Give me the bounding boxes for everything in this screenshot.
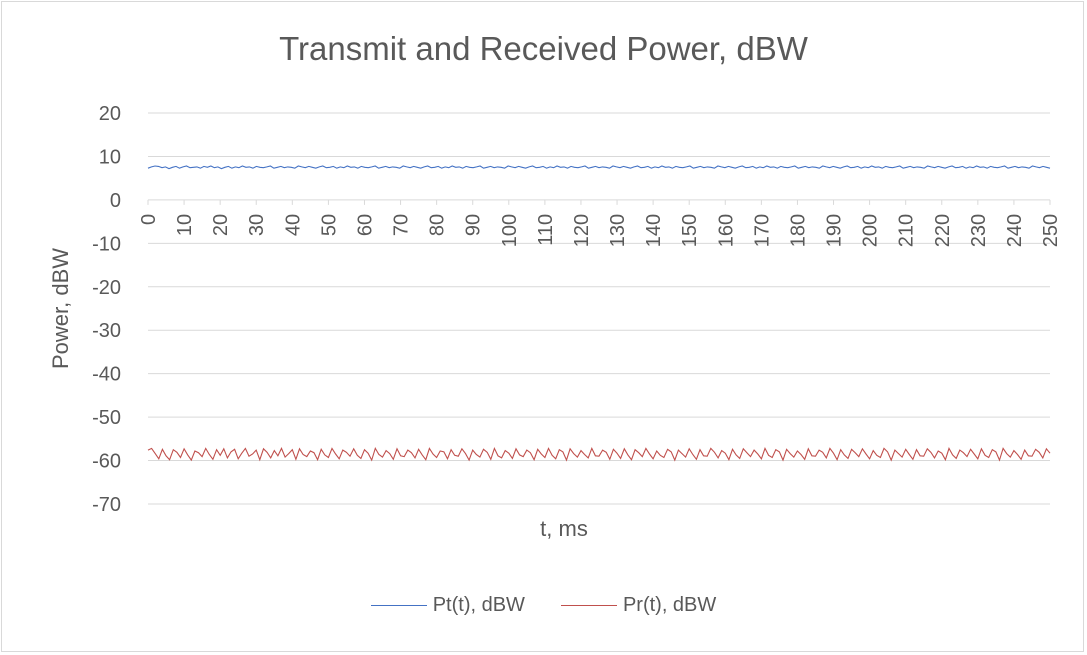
x-axis-title: t, ms — [540, 516, 588, 541]
series-line-pr — [147, 446, 1051, 462]
x-tick-label: 140 — [643, 214, 665, 247]
x-tick-label: 150 — [679, 214, 701, 247]
legend-item-pt: Pt(t), dBW — [370, 594, 525, 617]
x-tick-label: 160 — [715, 214, 737, 247]
x-tick-label: 210 — [896, 214, 918, 247]
x-tick-label: 200 — [860, 214, 882, 247]
y-tick-label: -30 — [92, 320, 121, 342]
legend-label-pr: Pr(t), dBW — [622, 594, 717, 616]
x-tick-label: 230 — [968, 214, 990, 247]
x-tick-label: 170 — [751, 214, 773, 247]
y-tick-label: 10 — [99, 146, 121, 168]
legend-swatch-pt — [370, 605, 427, 606]
x-tick-label: 220 — [932, 214, 954, 247]
x-tick-label: 250 — [1040, 214, 1062, 247]
x-tick-label: 120 — [571, 214, 593, 247]
legend-item-pr: Pr(t), dBW — [560, 594, 717, 617]
legend-label-pt: Pt(t), dBW — [432, 594, 525, 616]
x-tick-label: 40 — [282, 214, 304, 236]
x-tick-label: 10 — [174, 214, 196, 236]
y-axis-title: Power, dBW — [48, 248, 73, 369]
y-tick-label: 20 — [99, 103, 121, 125]
chart-title: Transmit and Received Power, dBW — [279, 30, 808, 67]
x-tick-label: 60 — [354, 214, 376, 236]
x-tick-label: 110 — [535, 214, 557, 246]
y-tick-label: -70 — [92, 494, 121, 516]
x-tick-label: 90 — [463, 214, 485, 236]
y-tick-label: -10 — [92, 233, 121, 255]
x-tick-label: 240 — [1004, 214, 1026, 247]
x-tick-label: 130 — [607, 214, 629, 247]
y-tick-label: 0 — [110, 190, 121, 212]
x-tick-label: 70 — [391, 214, 413, 236]
series-line-pt — [147, 165, 1051, 170]
y-tick-label: -40 — [92, 364, 121, 386]
legend: Pt(t), dBW Pr(t), dBW — [0, 594, 1087, 617]
y-tick-label: -20 — [92, 277, 121, 299]
legend-swatch-pr — [560, 605, 617, 606]
y-tick-label: -50 — [92, 407, 121, 429]
y-tick-label: -60 — [92, 451, 121, 473]
x-tick-label: 100 — [499, 214, 521, 247]
x-tick-label: 0 — [138, 214, 160, 225]
x-tick-label: 80 — [427, 214, 449, 236]
x-tick-label: 30 — [246, 214, 268, 236]
x-tick-label: 50 — [318, 214, 340, 236]
x-tick-label: 20 — [210, 214, 232, 236]
x-tick-label: 180 — [787, 214, 809, 247]
x-tick-label: 190 — [824, 214, 846, 247]
